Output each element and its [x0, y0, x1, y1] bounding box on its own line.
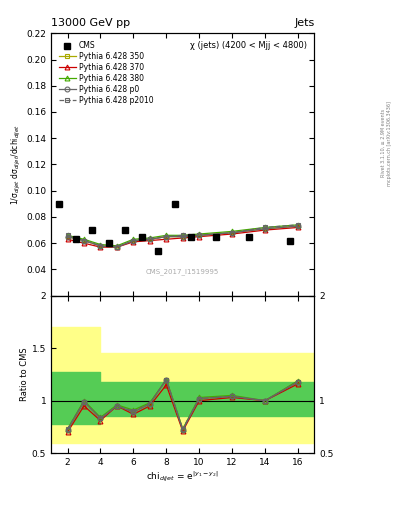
Pythia 6.428 380 — [197, 231, 202, 237]
Pythia 6.428 p2010 — [230, 229, 235, 236]
CMS — [213, 233, 218, 240]
Pythia 6.428 p0 — [98, 243, 103, 249]
Pythia 6.428 370 — [296, 224, 300, 230]
Pythia 6.428 380 — [115, 243, 119, 249]
Pythia 6.428 p2010 — [115, 244, 119, 250]
Pythia 6.428 380 — [131, 236, 136, 242]
Pythia 6.428 p2010 — [296, 222, 300, 228]
Pythia 6.428 380 — [147, 235, 152, 241]
CMS — [189, 233, 193, 240]
Pythia 6.428 370 — [197, 233, 202, 240]
Pythia 6.428 350 — [263, 226, 267, 232]
CMS — [172, 201, 177, 207]
Pythia 6.428 380 — [65, 232, 70, 239]
Pythia 6.428 380 — [180, 232, 185, 239]
Pythia 6.428 370 — [82, 240, 86, 246]
CMS — [139, 233, 144, 240]
Pythia 6.428 p0 — [147, 236, 152, 242]
Pythia 6.428 380 — [82, 236, 86, 242]
CMS — [246, 233, 251, 240]
Legend: CMS, Pythia 6.428 350, Pythia 6.428 370, Pythia 6.428 380, Pythia 6.428 p0, Pyth: CMS, Pythia 6.428 350, Pythia 6.428 370,… — [57, 40, 155, 106]
CMS — [90, 227, 95, 233]
Line: Pythia 6.428 370: Pythia 6.428 370 — [65, 225, 300, 249]
Y-axis label: 1/σ$_{dijet}$ dσ$_{dijet}$/dchi$_{dijet}$: 1/σ$_{dijet}$ dσ$_{dijet}$/dchi$_{dijet}… — [10, 124, 23, 205]
Line: Pythia 6.428 350: Pythia 6.428 350 — [65, 224, 300, 249]
Pythia 6.428 370 — [180, 235, 185, 241]
Pythia 6.428 380 — [98, 242, 103, 248]
Pythia 6.428 370 — [263, 227, 267, 233]
Pythia 6.428 350 — [115, 244, 119, 250]
Pythia 6.428 370 — [131, 239, 136, 245]
Pythia 6.428 370 — [230, 231, 235, 237]
Pythia 6.428 370 — [65, 236, 70, 242]
CMS — [287, 238, 292, 244]
CMS — [107, 240, 111, 246]
Pythia 6.428 p0 — [296, 223, 300, 229]
Text: 13000 GeV pp: 13000 GeV pp — [51, 18, 130, 28]
Pythia 6.428 p0 — [65, 233, 70, 240]
Pythia 6.428 p0 — [164, 233, 169, 240]
Pythia 6.428 380 — [296, 222, 300, 228]
Line: Pythia 6.428 380: Pythia 6.428 380 — [65, 222, 300, 248]
Pythia 6.428 370 — [147, 238, 152, 244]
Pythia 6.428 350 — [98, 243, 103, 249]
Pythia 6.428 380 — [230, 228, 235, 234]
Pythia 6.428 350 — [164, 233, 169, 240]
Pythia 6.428 350 — [296, 223, 300, 229]
Pythia 6.428 p2010 — [131, 238, 136, 244]
X-axis label: chi$_{dijet}$ = e$^{|y_1-y_2|}$: chi$_{dijet}$ = e$^{|y_1-y_2|}$ — [146, 470, 219, 484]
Pythia 6.428 p0 — [131, 238, 136, 244]
Pythia 6.428 350 — [230, 229, 235, 236]
Y-axis label: Ratio to CMS: Ratio to CMS — [20, 348, 29, 401]
Text: Jets: Jets — [294, 18, 314, 28]
Text: Rivet 3.1.10, ≥ 2.9M events: Rivet 3.1.10, ≥ 2.9M events — [381, 109, 386, 178]
Pythia 6.428 p2010 — [263, 224, 267, 230]
Pythia 6.428 p0 — [180, 233, 185, 240]
Pythia 6.428 350 — [131, 238, 136, 244]
Pythia 6.428 350 — [147, 236, 152, 242]
Pythia 6.428 p0 — [197, 232, 202, 239]
Pythia 6.428 p2010 — [180, 232, 185, 239]
Text: CMS_2017_I1519995: CMS_2017_I1519995 — [146, 268, 219, 274]
Pythia 6.428 p2010 — [197, 232, 202, 239]
CMS — [156, 248, 160, 254]
Line: Pythia 6.428 p0: Pythia 6.428 p0 — [65, 224, 300, 249]
Line: Pythia 6.428 p2010: Pythia 6.428 p2010 — [65, 222, 300, 249]
CMS — [73, 236, 78, 242]
Pythia 6.428 p0 — [263, 226, 267, 232]
Pythia 6.428 350 — [65, 233, 70, 240]
Pythia 6.428 380 — [164, 232, 169, 239]
Pythia 6.428 p2010 — [98, 243, 103, 249]
Pythia 6.428 370 — [98, 244, 103, 250]
Pythia 6.428 350 — [180, 233, 185, 240]
Pythia 6.428 350 — [197, 232, 202, 239]
Pythia 6.428 p2010 — [164, 233, 169, 240]
Pythia 6.428 380 — [263, 224, 267, 230]
Pythia 6.428 p0 — [230, 229, 235, 236]
Pythia 6.428 p2010 — [147, 236, 152, 242]
Text: mcplots.cern.ch [arXiv:1306.3436]: mcplots.cern.ch [arXiv:1306.3436] — [387, 101, 391, 186]
CMS — [123, 227, 127, 233]
Pythia 6.428 p2010 — [65, 232, 70, 239]
Pythia 6.428 p2010 — [82, 238, 86, 244]
Text: χ (jets) (4200 < Mjj < 4800): χ (jets) (4200 < Mjj < 4800) — [189, 41, 307, 50]
Pythia 6.428 370 — [164, 236, 169, 242]
CMS — [57, 201, 62, 207]
Pythia 6.428 p0 — [115, 244, 119, 250]
Pythia 6.428 350 — [82, 238, 86, 244]
Line: CMS: CMS — [57, 201, 292, 254]
Pythia 6.428 p0 — [82, 238, 86, 244]
Pythia 6.428 370 — [115, 244, 119, 250]
